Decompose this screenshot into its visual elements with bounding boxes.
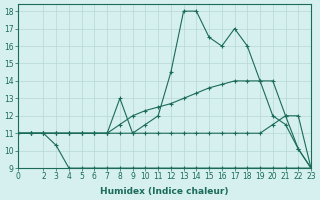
X-axis label: Humidex (Indice chaleur): Humidex (Indice chaleur) [100,187,229,196]
